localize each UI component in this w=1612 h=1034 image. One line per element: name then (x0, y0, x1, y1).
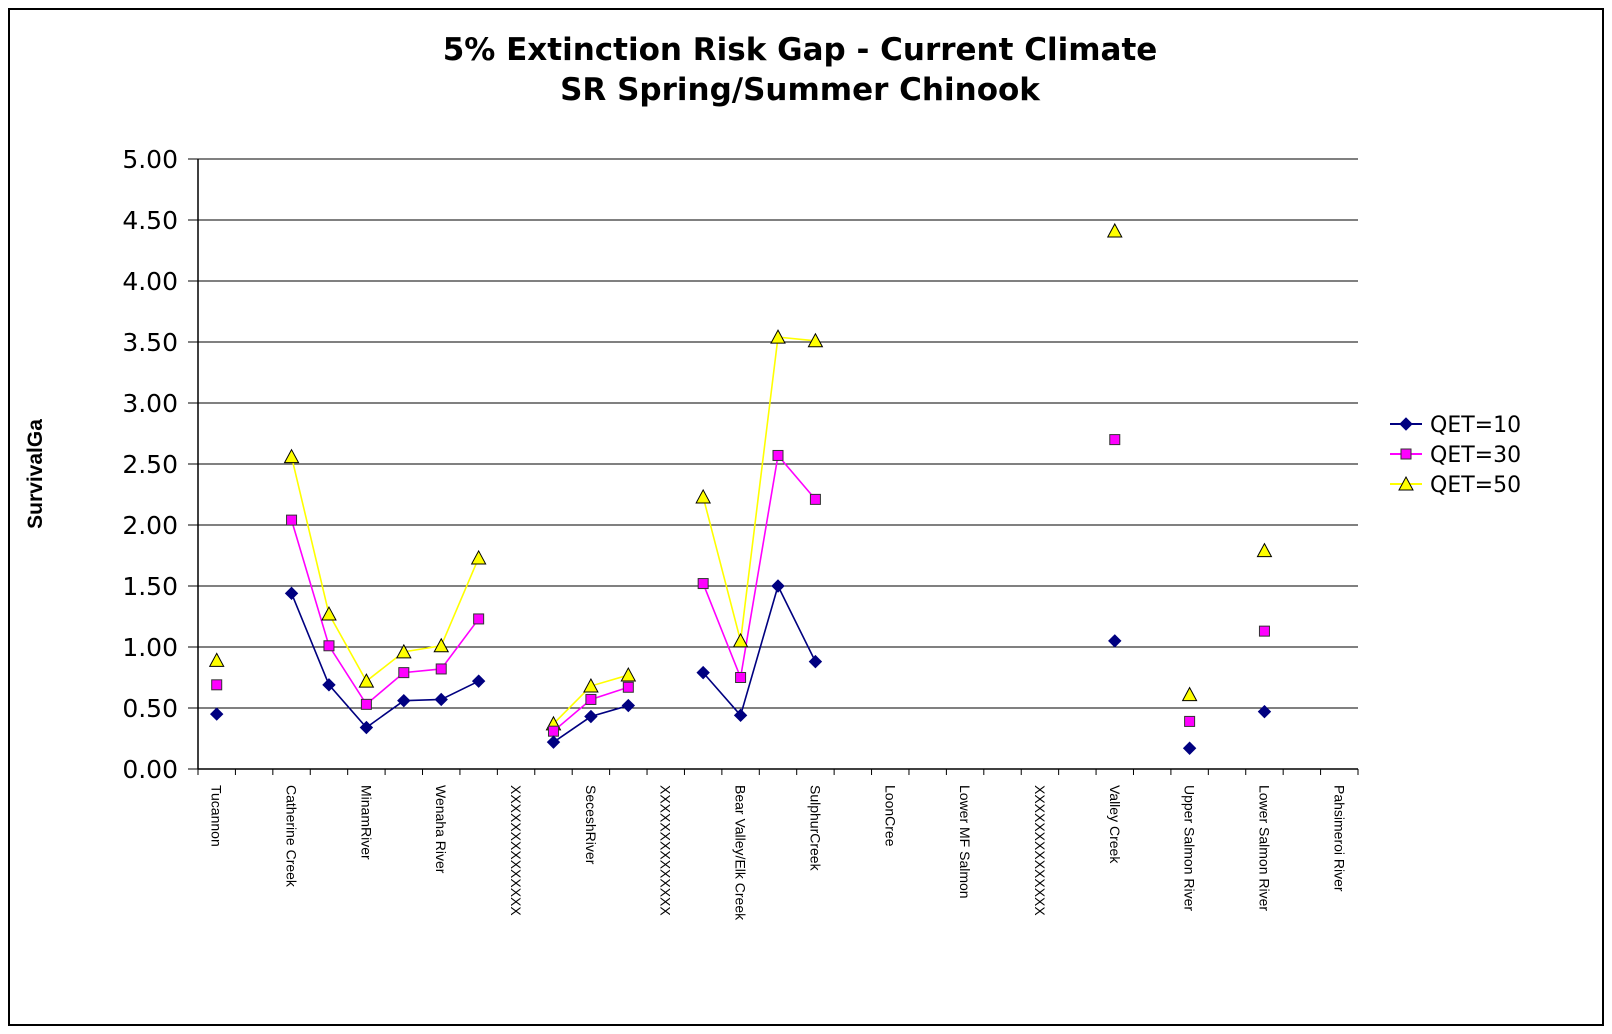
x-tick-label: LoonCree (882, 785, 898, 847)
data-point (1258, 625, 1270, 637)
y-tick-label: 4.50 (122, 206, 178, 235)
x-tick-label: Wenaha River (433, 785, 449, 874)
data-point (360, 698, 372, 710)
x-tick-label: XXXXXXXXXXXXXX (508, 785, 524, 916)
y-tick-label: 1.00 (122, 633, 178, 662)
legend-marker (1398, 475, 1414, 491)
series-line (702, 336, 816, 642)
data-point (210, 707, 224, 721)
data-point (547, 725, 559, 737)
x-tick-label: Bear Valley/Elk Creek (733, 785, 749, 921)
data-point (470, 549, 487, 565)
data-point (585, 693, 597, 705)
x-tick-label: SeceshRiver (583, 785, 599, 865)
data-point (1182, 741, 1197, 755)
data-point (1257, 704, 1272, 719)
chart-title-line-1: 5% Extinction Risk Gap - Current Climate (442, 32, 1158, 68)
chart-title: 5% Extinction Risk Gap - Current Climate… (0, 30, 1600, 110)
data-point (695, 488, 711, 504)
y-axis-title: SurvivalGa (24, 419, 47, 529)
chart-title-line-2: SR Spring/Summer Chinook (560, 72, 1040, 108)
data-point (1108, 634, 1122, 648)
y-tick-label: 1.50 (122, 572, 178, 601)
data-point (621, 698, 636, 713)
y-tick-label: 3.00 (122, 389, 178, 418)
legend-label: QET=50 (1430, 473, 1521, 498)
data-point (696, 665, 710, 680)
data-point (771, 579, 785, 593)
data-point (286, 514, 298, 526)
x-tick-label: MinamRiver (358, 785, 374, 860)
x-tick-label: XXXXXXXXXXXXXX (1032, 785, 1048, 916)
x-tick-label: Pahsimeroi River (1331, 785, 1347, 892)
data-point (398, 667, 410, 679)
data-point (1181, 686, 1198, 702)
data-point (808, 654, 823, 669)
data-point (735, 672, 747, 683)
data-point (622, 681, 634, 693)
series-line (702, 453, 817, 681)
data-point (395, 643, 412, 659)
data-point (211, 679, 223, 691)
series-line (290, 456, 480, 683)
data-point (809, 493, 821, 505)
y-tick-label: 5.00 (122, 145, 178, 174)
y-tick-label: 0.00 (122, 755, 178, 784)
data-point (583, 677, 599, 693)
legend-label: QET=30 (1430, 443, 1521, 468)
legend-marker (1400, 448, 1412, 460)
data-point (433, 637, 450, 653)
y-tick-label: 3.50 (122, 328, 178, 357)
data-point (584, 709, 598, 724)
data-point (697, 578, 709, 590)
data-point (473, 613, 485, 625)
x-tick-label: Upper Salmon River (1182, 785, 1198, 911)
data-point (434, 692, 448, 707)
data-point (770, 329, 786, 344)
legend-marker (1399, 417, 1413, 431)
x-tick-label: Lower MF Salmon (957, 785, 973, 899)
data-point (283, 448, 300, 464)
y-tick-label: 2.50 (122, 450, 178, 479)
y-tick-label: 4.00 (122, 267, 178, 296)
x-tick-label: XXXXXXXXXXXXXX (658, 785, 674, 916)
data-point (772, 449, 784, 461)
data-point (1184, 715, 1196, 727)
data-point (435, 663, 447, 675)
x-tick-label: Valley Creek (1107, 785, 1123, 864)
data-point (732, 632, 749, 648)
data-point (1106, 222, 1123, 238)
data-point (208, 652, 225, 667)
data-point (323, 640, 335, 652)
x-tick-label: Catherine Creek (284, 785, 300, 888)
y-tick-label: 0.50 (122, 694, 178, 723)
data-point (471, 674, 486, 688)
data-point (620, 667, 637, 682)
data-point (322, 678, 336, 692)
x-tick-label: Lower Salmon River (1256, 785, 1272, 911)
series-line (290, 593, 479, 729)
y-tick-label: 2.00 (122, 511, 178, 540)
data-point (397, 693, 411, 708)
data-point (284, 586, 299, 601)
data-point (1109, 434, 1121, 446)
series-line (702, 583, 817, 717)
series-line (290, 519, 480, 706)
legend-label: QET=10 (1430, 413, 1521, 438)
data-point (358, 673, 375, 688)
data-point (807, 332, 824, 348)
data-point (546, 735, 561, 749)
x-tick-label: SulphurCreek (807, 785, 823, 872)
x-tick-label: Tucannon (209, 785, 225, 847)
data-point (1256, 542, 1273, 558)
data-point (321, 606, 337, 621)
data-point (733, 708, 748, 723)
chart-frame (8, 8, 1604, 1026)
data-point (359, 720, 374, 735)
